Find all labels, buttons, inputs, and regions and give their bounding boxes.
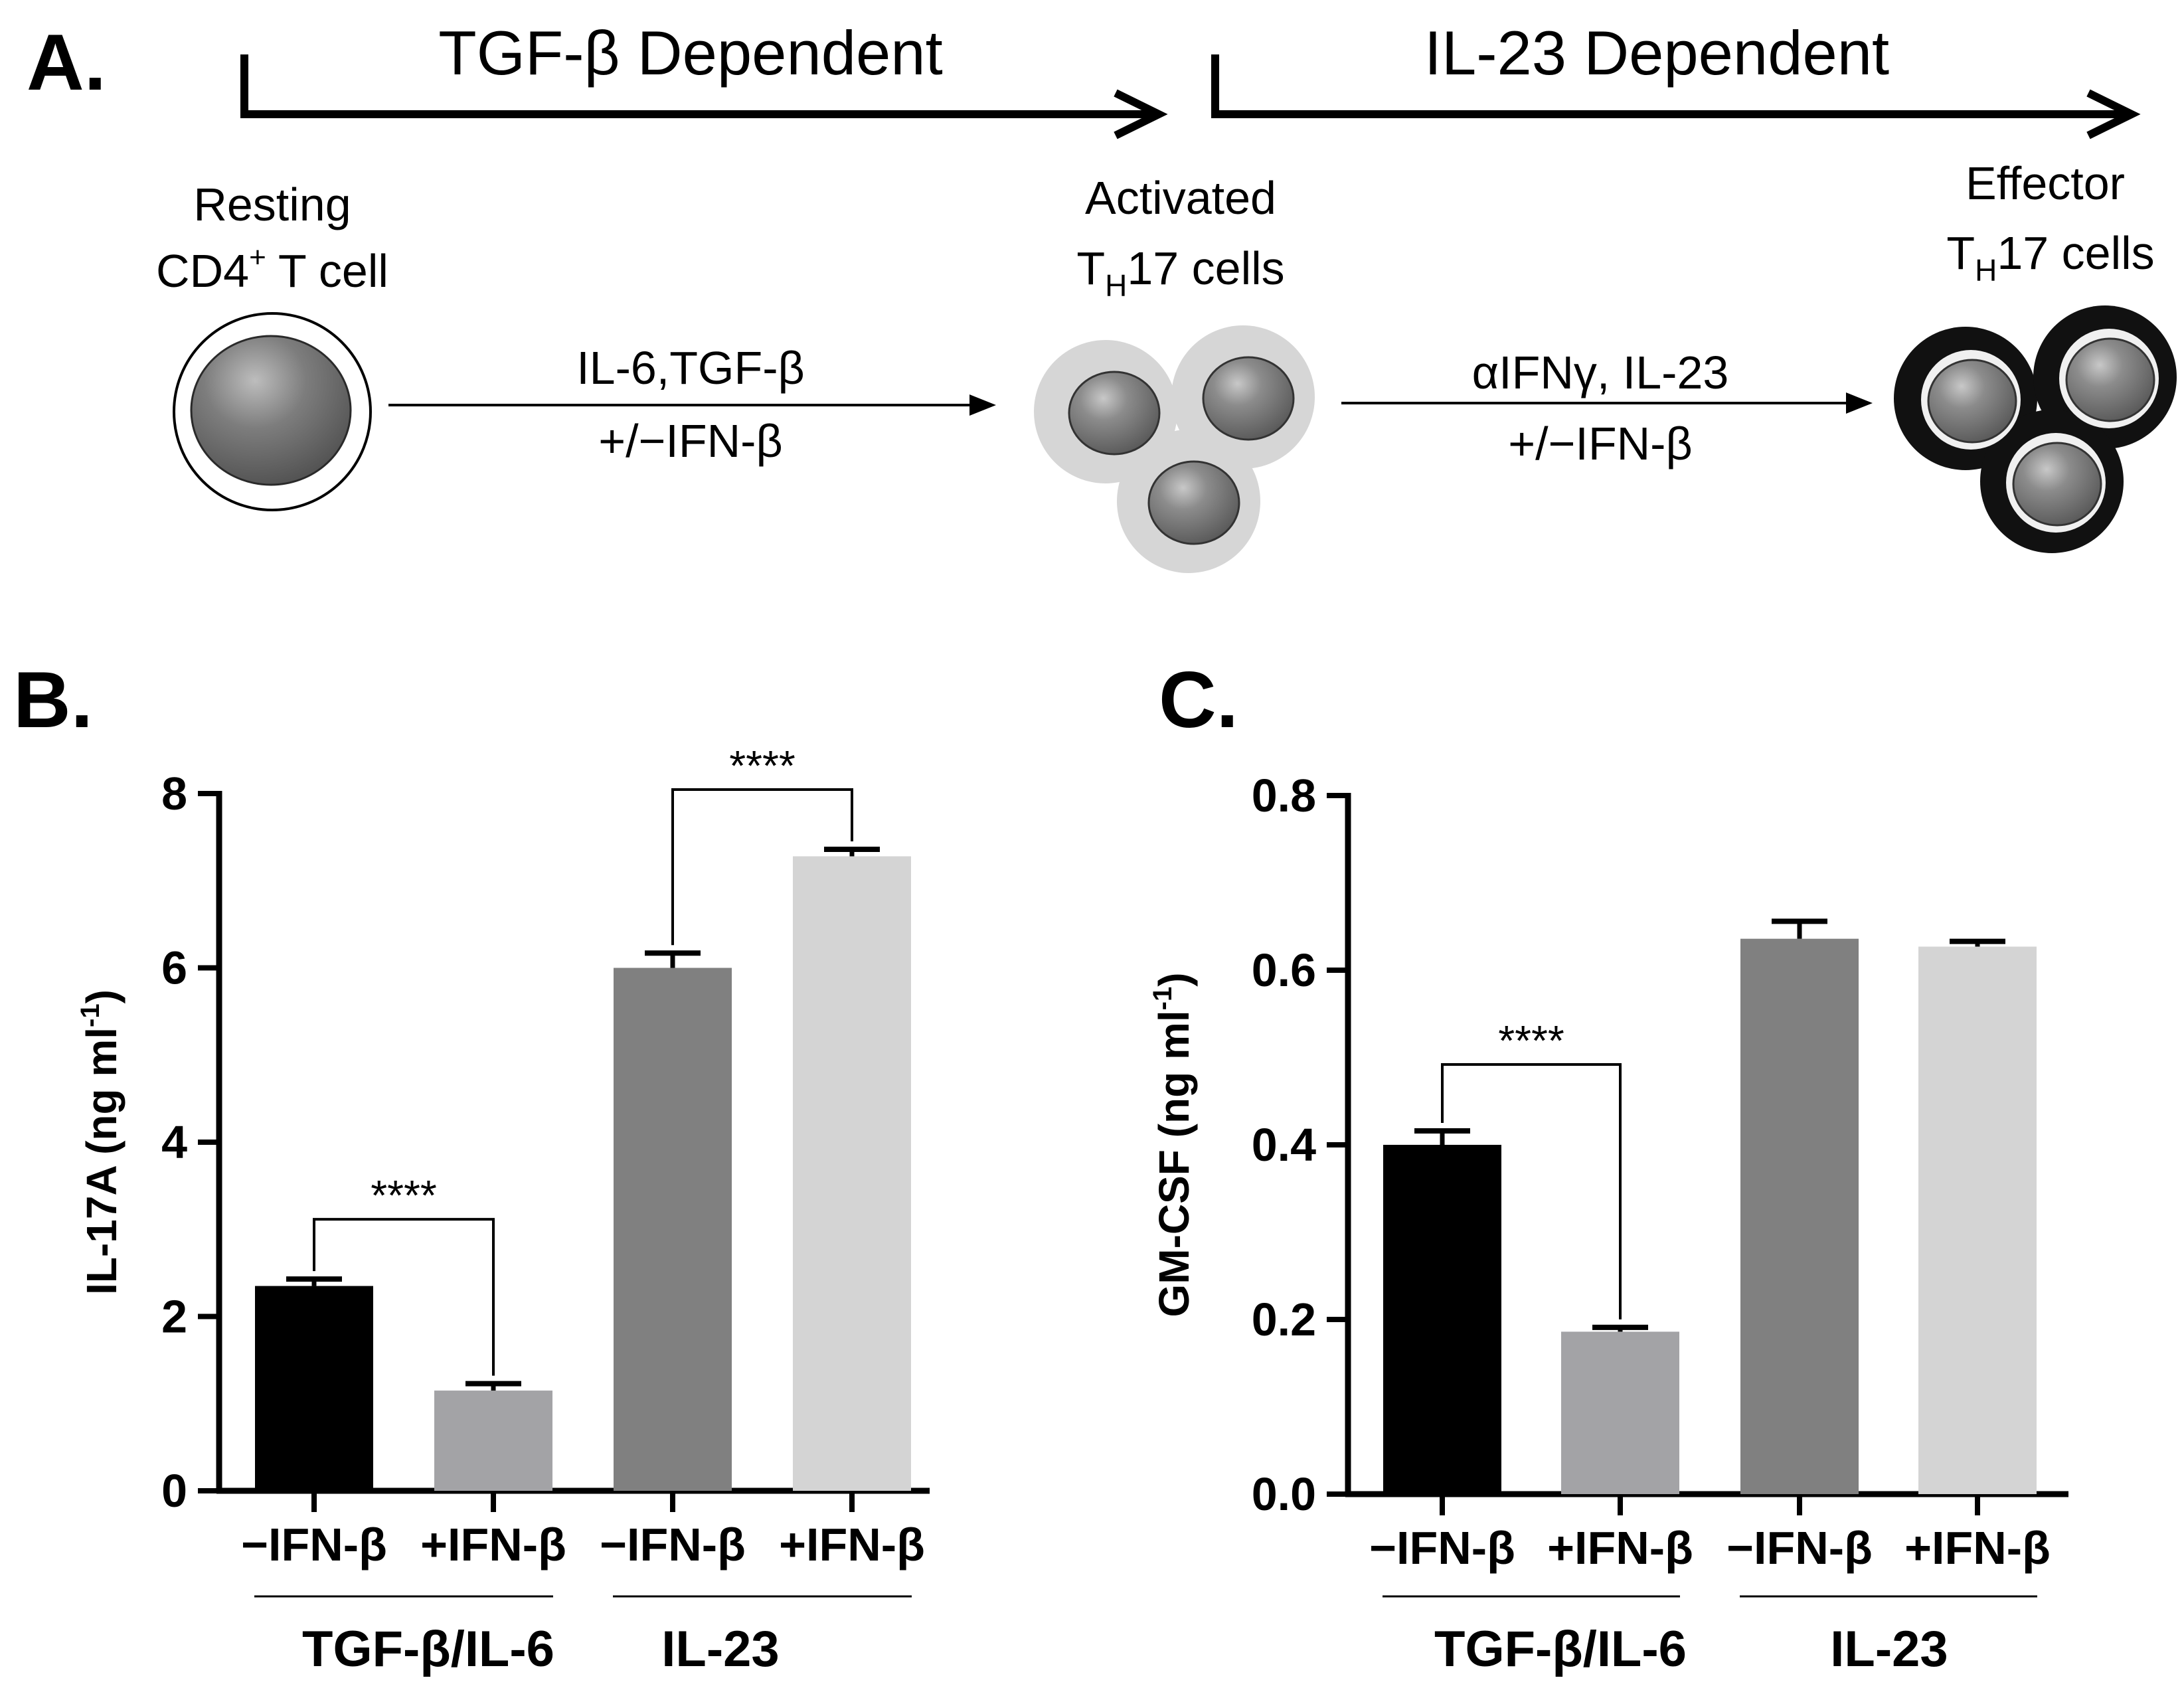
significance-bracket — [1441, 1062, 1622, 1319]
phase-right-label: IL-23 Dependent — [1424, 18, 1889, 88]
bar-4 — [1918, 946, 2037, 1494]
activated-label-1: Activated — [1085, 172, 1276, 224]
chart-b: 0 2 4 6 8 IL-17A (ng ml-1) −IFN-β +IFN-β −IFN-β +… — [76, 742, 930, 1677]
x-tick-label: −IFN-β — [1726, 1522, 1873, 1574]
group-label: TGF-β/IL-6 — [302, 1621, 554, 1677]
significance-stars: **** — [1498, 1017, 1564, 1064]
significance-stars: **** — [729, 742, 796, 790]
bar-2 — [434, 1391, 552, 1491]
y-axis-label: GM-CSF (ng ml-1) — [1148, 972, 1198, 1317]
y-tick-label: 0 — [161, 1465, 187, 1517]
effector-label-2: TH17 cells — [1946, 227, 2154, 288]
phase-arrow-tgf — [240, 54, 1168, 139]
panel-c-label: C. — [1159, 655, 1238, 744]
y-tick-label: 2 — [161, 1291, 187, 1343]
y-tick-label: 0.0 — [1252, 1468, 1316, 1520]
bar-4 — [793, 856, 911, 1491]
significance-bracket — [671, 788, 853, 946]
x-tick-label: +IFN-β — [779, 1519, 925, 1570]
resting-label-2: CD4+ T cell — [156, 241, 388, 297]
group-label: IL-23 — [1830, 1621, 1948, 1677]
bar-3 — [614, 968, 732, 1491]
y-tick-label: 4 — [161, 1116, 187, 1168]
activated-label-2: TH17 cells — [1076, 242, 1284, 303]
y-tick-label: 0.6 — [1252, 944, 1316, 996]
effector-cells-icon — [1894, 305, 2177, 553]
effector-label-1: Effector — [1966, 157, 2125, 209]
phase-arrow-il23 — [1211, 54, 2141, 139]
chart-c: 0.0 0.2 0.4 0.6 0.8 GM-CSF (ng ml-1) −IFN-β +IF… — [1148, 770, 2068, 1677]
activated-cells-icon — [1034, 325, 1315, 573]
bar-3 — [1740, 938, 1859, 1494]
x-tick-label: +IFN-β — [420, 1519, 566, 1570]
y-axis-label: IL-17A (ng ml-1) — [76, 989, 126, 1295]
step1-label-1: IL-6,TGF-β — [576, 342, 805, 394]
resting-label-1: Resting — [193, 179, 351, 230]
bar-2 — [1561, 1331, 1679, 1494]
y-tick-label: 0.8 — [1252, 770, 1316, 821]
panel-b-label: B. — [13, 655, 93, 744]
significance-bracket — [313, 1218, 495, 1376]
x-tick-label: +IFN-β — [1547, 1522, 1693, 1574]
phase-left-label: TGF-β Dependent — [438, 18, 942, 88]
y-tick-label: 0.2 — [1252, 1294, 1316, 1345]
x-tick-label: +IFN-β — [1904, 1522, 2051, 1574]
significance-stars: **** — [371, 1171, 437, 1219]
step2-label-1: αIFNγ, IL-23 — [1472, 347, 1729, 398]
group-label: IL-23 — [661, 1621, 779, 1677]
y-tick-label: 0.4 — [1252, 1119, 1316, 1171]
step2-label-2: +/−IFN-β — [1508, 418, 1693, 469]
group-label: TGF-β/IL-6 — [1434, 1621, 1687, 1677]
y-tick-label: 6 — [161, 942, 187, 994]
panel-a-label: A. — [27, 18, 106, 107]
step1-label-2: +/−IFN-β — [598, 415, 783, 467]
panel-a: A. TGF-β Dependent IL-23 Dependent Resti… — [27, 18, 2177, 573]
x-tick-label: −IFN-β — [1369, 1522, 1515, 1574]
bar-1 — [255, 1286, 373, 1491]
x-tick-label: −IFN-β — [241, 1519, 387, 1570]
resting-cell-icon — [173, 312, 372, 511]
y-tick-label: 8 — [161, 768, 187, 819]
x-tick-label: −IFN-β — [600, 1519, 746, 1570]
bar-1 — [1383, 1145, 1501, 1494]
